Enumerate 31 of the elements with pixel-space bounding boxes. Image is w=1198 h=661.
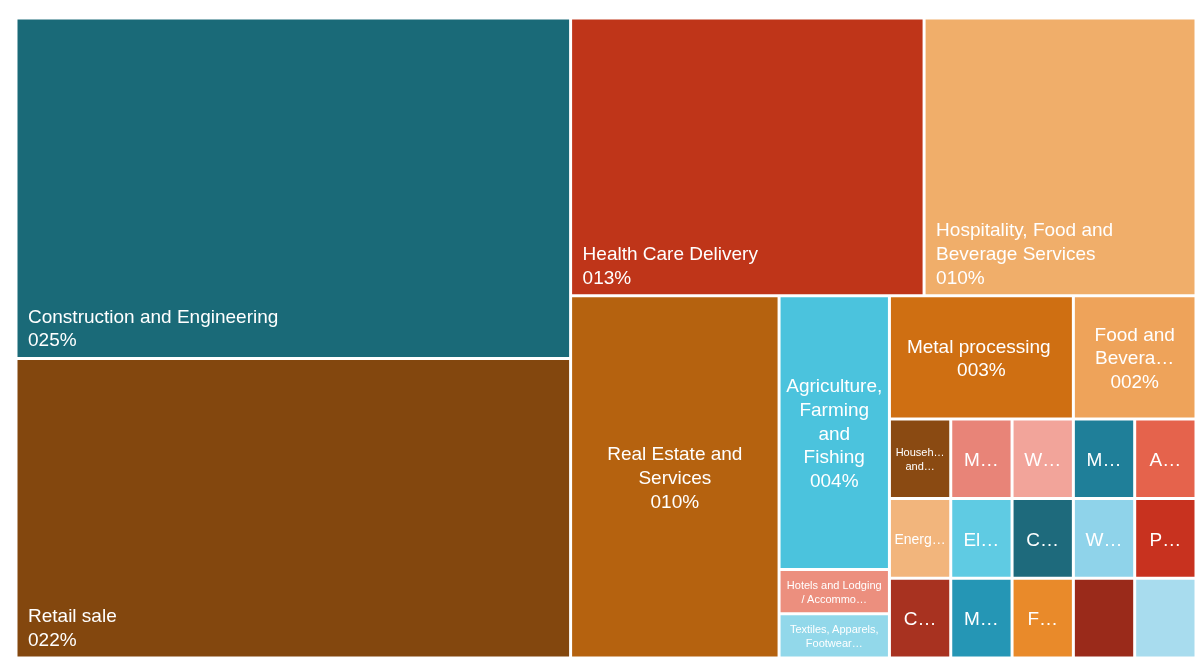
- category-label: Househ… and…: [895, 446, 945, 472]
- data-label: 010%: [650, 490, 700, 512]
- category-label: W…: [1085, 528, 1123, 550]
- category-label: Real Estate and Services: [607, 443, 743, 488]
- category-label: Retail sale: [28, 605, 117, 627]
- category-label: Construction and Engineering: [28, 305, 279, 327]
- category-label: El…: [963, 528, 1000, 550]
- data-label: 025%: [28, 329, 77, 351]
- category-label: C…: [903, 608, 937, 630]
- data-label: 022%: [28, 629, 77, 650]
- category-label: Energ…: [894, 530, 946, 547]
- data-label: 003%: [957, 359, 1006, 381]
- data-label: 002%: [1110, 371, 1160, 393]
- category-label: Food and Bevera…: [1094, 323, 1175, 369]
- category-label: F…: [1027, 608, 1059, 630]
- category-label: Textiles, Apparels, Footwear…: [789, 623, 879, 649]
- category-label: Hospitality, Food and Beverage Services: [936, 219, 1114, 264]
- category-label: Metal processing: [906, 335, 1056, 357]
- data-label: 010%: [936, 266, 985, 288]
- category-label: P…: [1149, 528, 1182, 550]
- category-label: M…: [963, 448, 999, 470]
- category-label: Health Care Delivery: [582, 242, 759, 264]
- category-label: A…: [1149, 448, 1182, 470]
- data-label: 013%: [582, 266, 632, 288]
- category-label: M…: [963, 608, 999, 630]
- category-label: Agriculture, Farming and Fishing: [786, 375, 883, 468]
- category-label: M…: [1086, 448, 1122, 470]
- category-label: C…: [1026, 528, 1060, 550]
- data-label: 004%: [809, 470, 859, 492]
- category-label: Hotels and Lodging / Accommo…: [786, 578, 882, 605]
- category-label: W…: [1024, 448, 1062, 470]
